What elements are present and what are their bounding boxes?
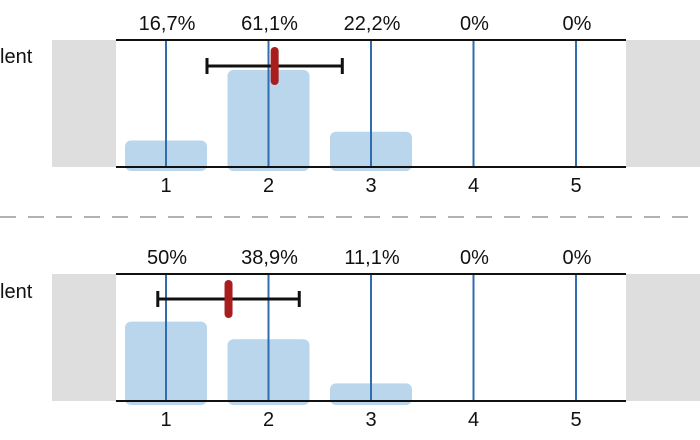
row-label: lent — [0, 46, 33, 68]
mean-marker — [270, 47, 279, 85]
side-panel-right — [626, 274, 700, 401]
chart-panel-2: lent 50% 38,9% 11,1% 0% 0% 1 2 3 4 5 — [0, 247, 700, 431]
percent-label: 50% — [147, 247, 187, 269]
side-panel-left — [52, 274, 116, 401]
tick-label: 3 — [365, 409, 376, 431]
tick-label: 4 — [468, 409, 479, 431]
percent-label: 22,2% — [344, 13, 401, 35]
row-label: lent — [0, 281, 33, 303]
tick-label: 1 — [160, 175, 171, 197]
percent-label: 61,1% — [241, 13, 298, 35]
percent-label: 11,1% — [344, 247, 399, 269]
side-panel-right — [626, 40, 700, 167]
percent-label: 16,7% — [139, 13, 196, 35]
percent-label: 0% — [563, 13, 592, 35]
tick-label: 2 — [263, 409, 274, 431]
tick-label: 2 — [263, 175, 274, 197]
tick-label: 5 — [570, 175, 581, 197]
tick-label: 3 — [365, 175, 376, 197]
mean-marker — [224, 280, 233, 318]
tick-label: 5 — [570, 409, 581, 431]
percent-label: 38,9% — [241, 247, 298, 269]
percent-label: 0% — [460, 13, 489, 35]
percent-label: 0% — [563, 247, 592, 269]
chart-panel-1: lent 16,7% 61,1% 22,2% 0% 0% 1 2 3 4 5 — [0, 13, 700, 197]
tick-label: 4 — [468, 175, 479, 197]
percent-label: 0% — [460, 247, 489, 269]
side-panel-left — [52, 40, 116, 167]
tick-label: 1 — [160, 409, 171, 431]
